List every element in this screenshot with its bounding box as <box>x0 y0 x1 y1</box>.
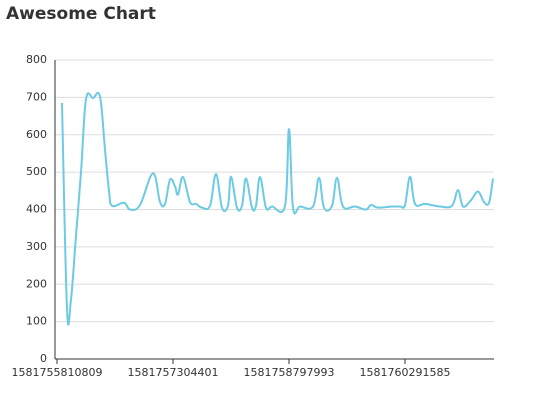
y-tick-label: 700 <box>26 90 47 103</box>
y-tick-label: 500 <box>26 165 47 178</box>
x-tick-label: 1581755810809 <box>12 366 103 379</box>
y-tick-label: 400 <box>26 203 47 216</box>
line <box>61 91 494 326</box>
x-tick-label: 1581757304401 <box>128 366 219 379</box>
x-tick-label: 1581758797993 <box>243 366 334 379</box>
x-tick-label: 1581760291585 <box>359 366 450 379</box>
y-tick-label: 600 <box>26 128 47 141</box>
chart-title: Awesome Chart <box>6 4 156 24</box>
y-tick-label: 200 <box>26 277 47 290</box>
y-tick-label: 100 <box>26 315 47 328</box>
y-tick-label: 800 <box>26 53 47 66</box>
y-tick-label: 300 <box>26 240 47 253</box>
y-tick-label: 0 <box>40 352 47 365</box>
